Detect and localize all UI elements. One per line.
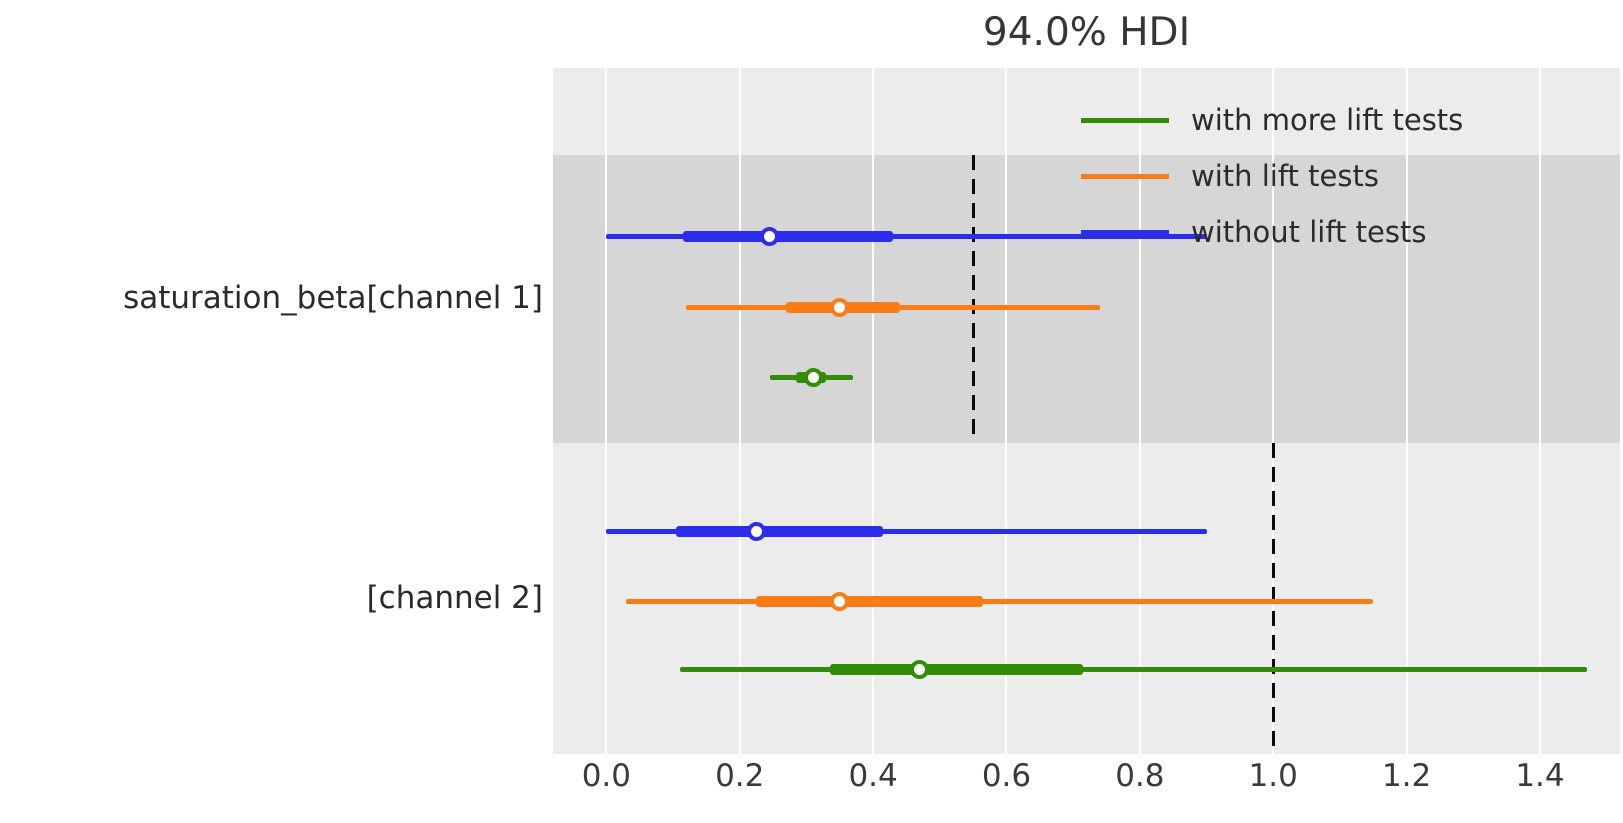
legend-label: with more lift tests	[1191, 103, 1464, 137]
x-tick-label: 1.4	[1515, 758, 1565, 794]
gridline	[1138, 68, 1141, 754]
legend: with more lift tests with lift tests wit…	[1081, 92, 1463, 260]
hdi-interval-line	[606, 528, 1207, 534]
hdi-interval-line	[626, 598, 1374, 604]
median-marker	[830, 591, 850, 611]
median-marker	[830, 297, 850, 317]
gridline	[872, 68, 875, 754]
x-tick-label: 0.0	[581, 758, 631, 794]
legend-item-with-more-lift-tests: with more lift tests	[1081, 92, 1463, 148]
x-tick-label: 0.2	[715, 758, 765, 794]
x-tick-label: 1.0	[1248, 758, 1298, 794]
chart-title: 94.0% HDI	[982, 10, 1191, 55]
x-tick-label: 0.4	[848, 758, 898, 794]
hdi-interval-line	[679, 666, 1587, 672]
quartile-interval-line	[829, 663, 1084, 675]
channel-1-shaded-band	[553, 155, 1620, 443]
orange-line-sample-icon	[1081, 173, 1169, 179]
quartile-interval-line	[756, 595, 984, 607]
x-tick-label: 1.2	[1381, 758, 1432, 794]
reference-dashed-line	[971, 155, 975, 443]
legend-item-without-lift-tests: without lift tests	[1081, 204, 1463, 260]
group-label-channel-1: saturation_beta[channel 1]	[123, 280, 543, 316]
blue-line-sample-icon	[1081, 229, 1169, 235]
gridline	[1005, 68, 1008, 754]
gridline	[1538, 68, 1541, 754]
legend-label: without lift tests	[1191, 215, 1427, 249]
legend-label: with lift tests	[1191, 159, 1379, 193]
median-marker	[910, 659, 930, 679]
median-marker	[746, 521, 766, 541]
x-tick-label: 0.6	[981, 758, 1032, 794]
legend-item-with-lift-tests: with lift tests	[1081, 148, 1463, 204]
hdi-interval-line	[606, 233, 1207, 239]
median-marker	[803, 367, 823, 387]
green-line-sample-icon	[1081, 117, 1169, 123]
gridline	[1272, 68, 1275, 754]
gridline	[738, 68, 741, 754]
group-label-channel-2: [channel 2]	[366, 580, 543, 616]
quartile-interval-line	[676, 525, 884, 537]
x-tick-label: 0.8	[1115, 758, 1165, 794]
plot-area: with more lift tests with lift tests wit…	[553, 68, 1620, 754]
gridline	[1405, 68, 1408, 754]
quartile-interval-line	[683, 230, 894, 242]
median-marker	[760, 226, 780, 246]
gridline	[605, 68, 608, 754]
